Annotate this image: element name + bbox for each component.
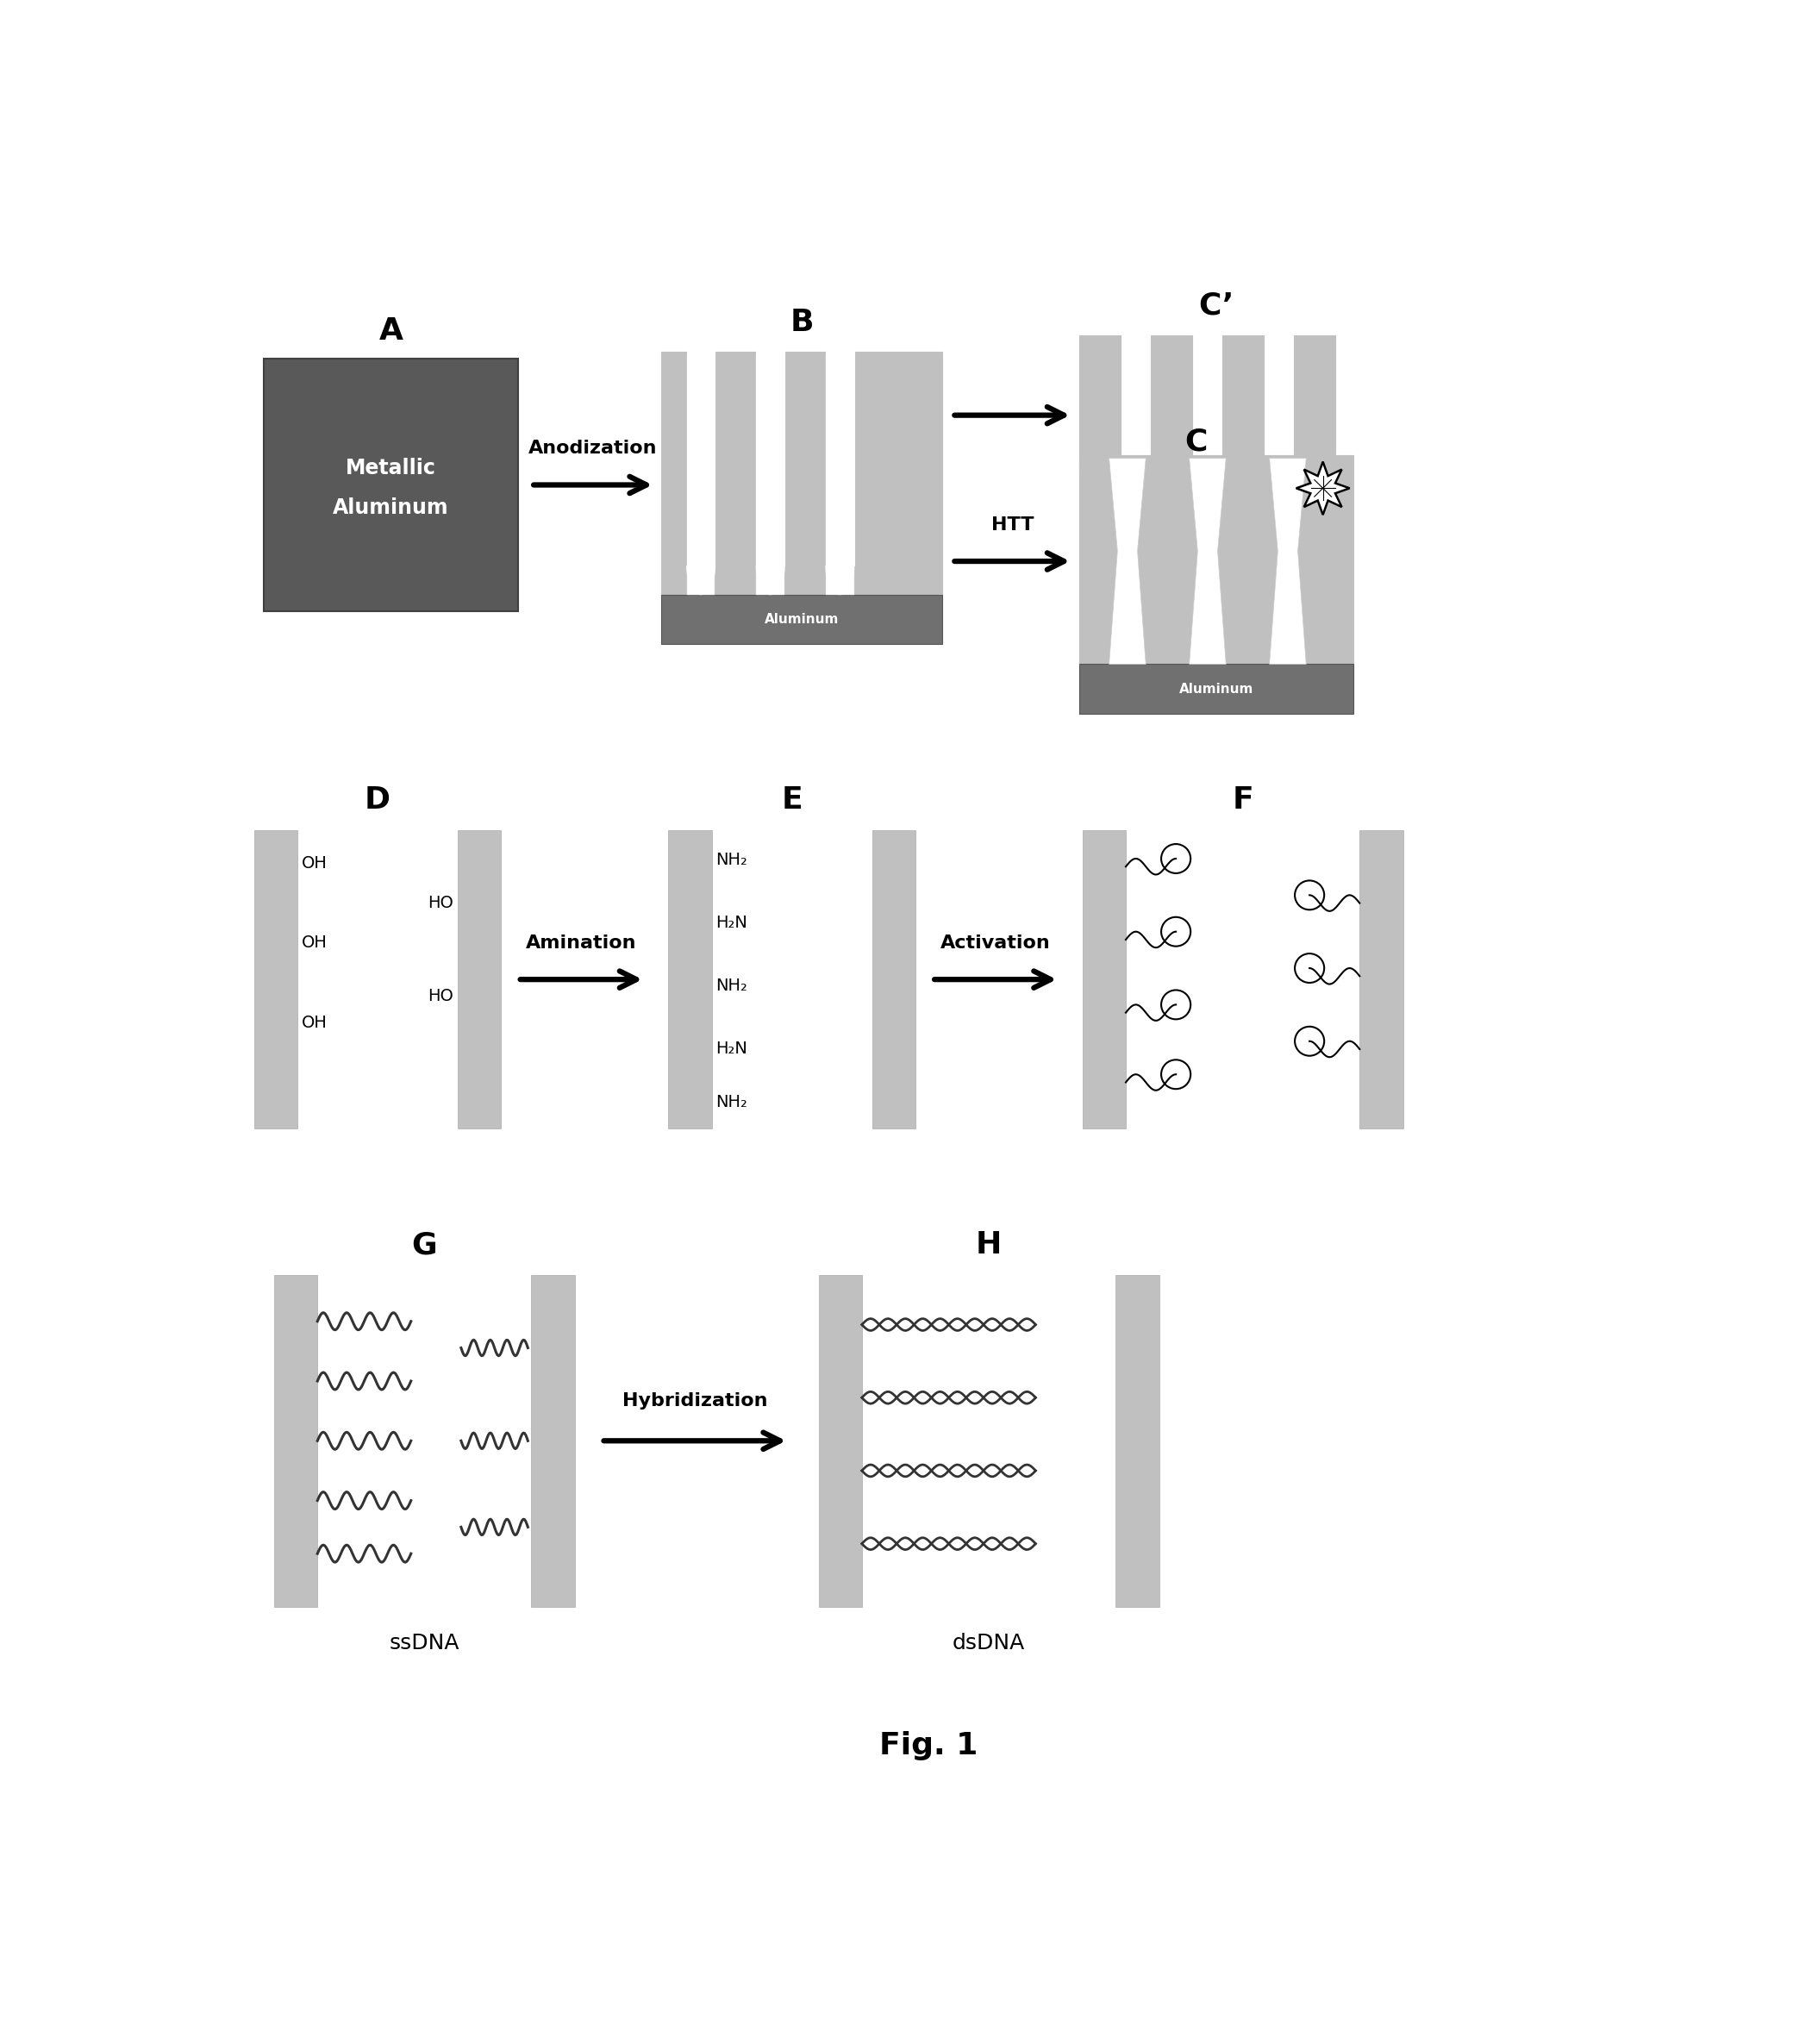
Bar: [1151, 335, 1193, 472]
Bar: [687, 327, 714, 566]
Text: NH₂: NH₂: [716, 1094, 747, 1110]
Bar: [1293, 335, 1334, 472]
Bar: [687, 356, 714, 595]
Text: Aluminum: Aluminum: [1178, 683, 1253, 695]
Text: B: B: [791, 309, 814, 337]
Text: H₂N: H₂N: [716, 916, 747, 932]
Text: E: E: [782, 785, 802, 816]
Text: F: F: [1233, 785, 1253, 816]
Bar: [662, 352, 942, 595]
Text: HO: HO: [427, 987, 454, 1004]
Bar: [662, 595, 942, 644]
Polygon shape: [756, 566, 784, 595]
Polygon shape: [1109, 458, 1145, 664]
Text: OH: OH: [302, 934, 327, 950]
Text: G: G: [411, 1230, 436, 1259]
Text: OH: OH: [302, 1014, 327, 1030]
Polygon shape: [825, 566, 854, 595]
Polygon shape: [687, 566, 714, 595]
Bar: [669, 830, 711, 1128]
Text: Activation: Activation: [940, 934, 1051, 953]
Text: NH₂: NH₂: [716, 852, 747, 869]
Bar: [1080, 335, 1120, 472]
Bar: [825, 327, 854, 566]
Polygon shape: [1269, 458, 1305, 664]
Text: ssDNA: ssDNA: [389, 1633, 460, 1654]
Text: A: A: [378, 317, 404, 345]
Bar: [255, 830, 298, 1128]
Bar: [458, 830, 502, 1128]
Bar: [275, 1275, 318, 1607]
Text: C: C: [1185, 427, 1207, 456]
Text: dsDNA: dsDNA: [953, 1633, 1025, 1654]
Bar: [825, 356, 854, 595]
Text: HTT: HTT: [991, 517, 1034, 533]
Text: Amination: Amination: [525, 934, 636, 953]
Text: Aluminum: Aluminum: [333, 499, 449, 519]
Text: C’: C’: [1198, 290, 1234, 321]
Text: Metallic: Metallic: [345, 458, 436, 478]
Bar: [756, 356, 784, 595]
Bar: [818, 1275, 862, 1607]
Bar: [1116, 1275, 1160, 1607]
Text: Aluminum: Aluminum: [765, 613, 840, 625]
Bar: [1222, 335, 1264, 472]
Text: H: H: [976, 1230, 1002, 1259]
Bar: [1080, 664, 1353, 713]
Bar: [1360, 830, 1403, 1128]
Text: OH: OH: [302, 854, 327, 871]
Text: H₂N: H₂N: [716, 1040, 747, 1057]
Text: Hybridization: Hybridization: [622, 1392, 767, 1410]
Bar: [264, 360, 518, 611]
Text: D: D: [365, 785, 391, 816]
Bar: [531, 1275, 574, 1607]
Bar: [756, 327, 784, 566]
Bar: [1080, 456, 1353, 664]
Text: HO: HO: [427, 895, 454, 912]
Bar: [1082, 830, 1125, 1128]
Text: NH₂: NH₂: [716, 977, 747, 993]
Text: Fig. 1: Fig. 1: [880, 1731, 978, 1760]
Bar: [873, 830, 914, 1128]
Polygon shape: [1189, 458, 1225, 664]
Text: Anodization: Anodization: [529, 439, 656, 458]
Polygon shape: [1296, 462, 1349, 515]
